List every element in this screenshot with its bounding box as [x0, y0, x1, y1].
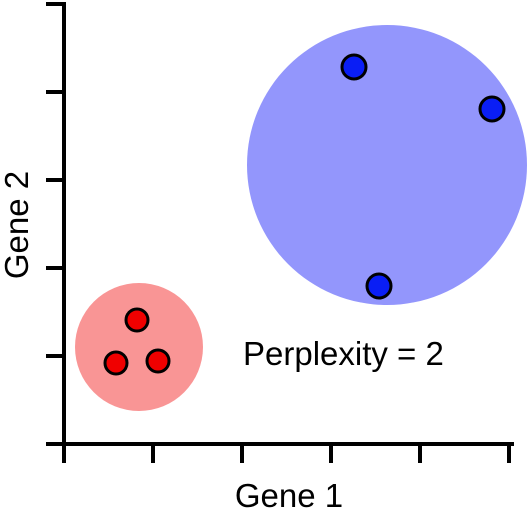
red-cluster-region [75, 283, 203, 411]
x-axis-label: Gene 1 [235, 477, 343, 513]
blue-point [340, 53, 368, 81]
perplexity-annotation: Perplexity = 2 [243, 335, 444, 372]
red-point [103, 350, 129, 376]
axes [46, 2, 514, 463]
blue-cluster [247, 25, 527, 305]
red-point [124, 307, 150, 333]
y-axis-label: Gene 2 [0, 171, 35, 279]
red-point [145, 348, 171, 374]
blue-cluster-region [247, 25, 527, 305]
red-cluster [75, 283, 203, 411]
blue-point [478, 95, 506, 123]
blue-point [365, 272, 393, 300]
